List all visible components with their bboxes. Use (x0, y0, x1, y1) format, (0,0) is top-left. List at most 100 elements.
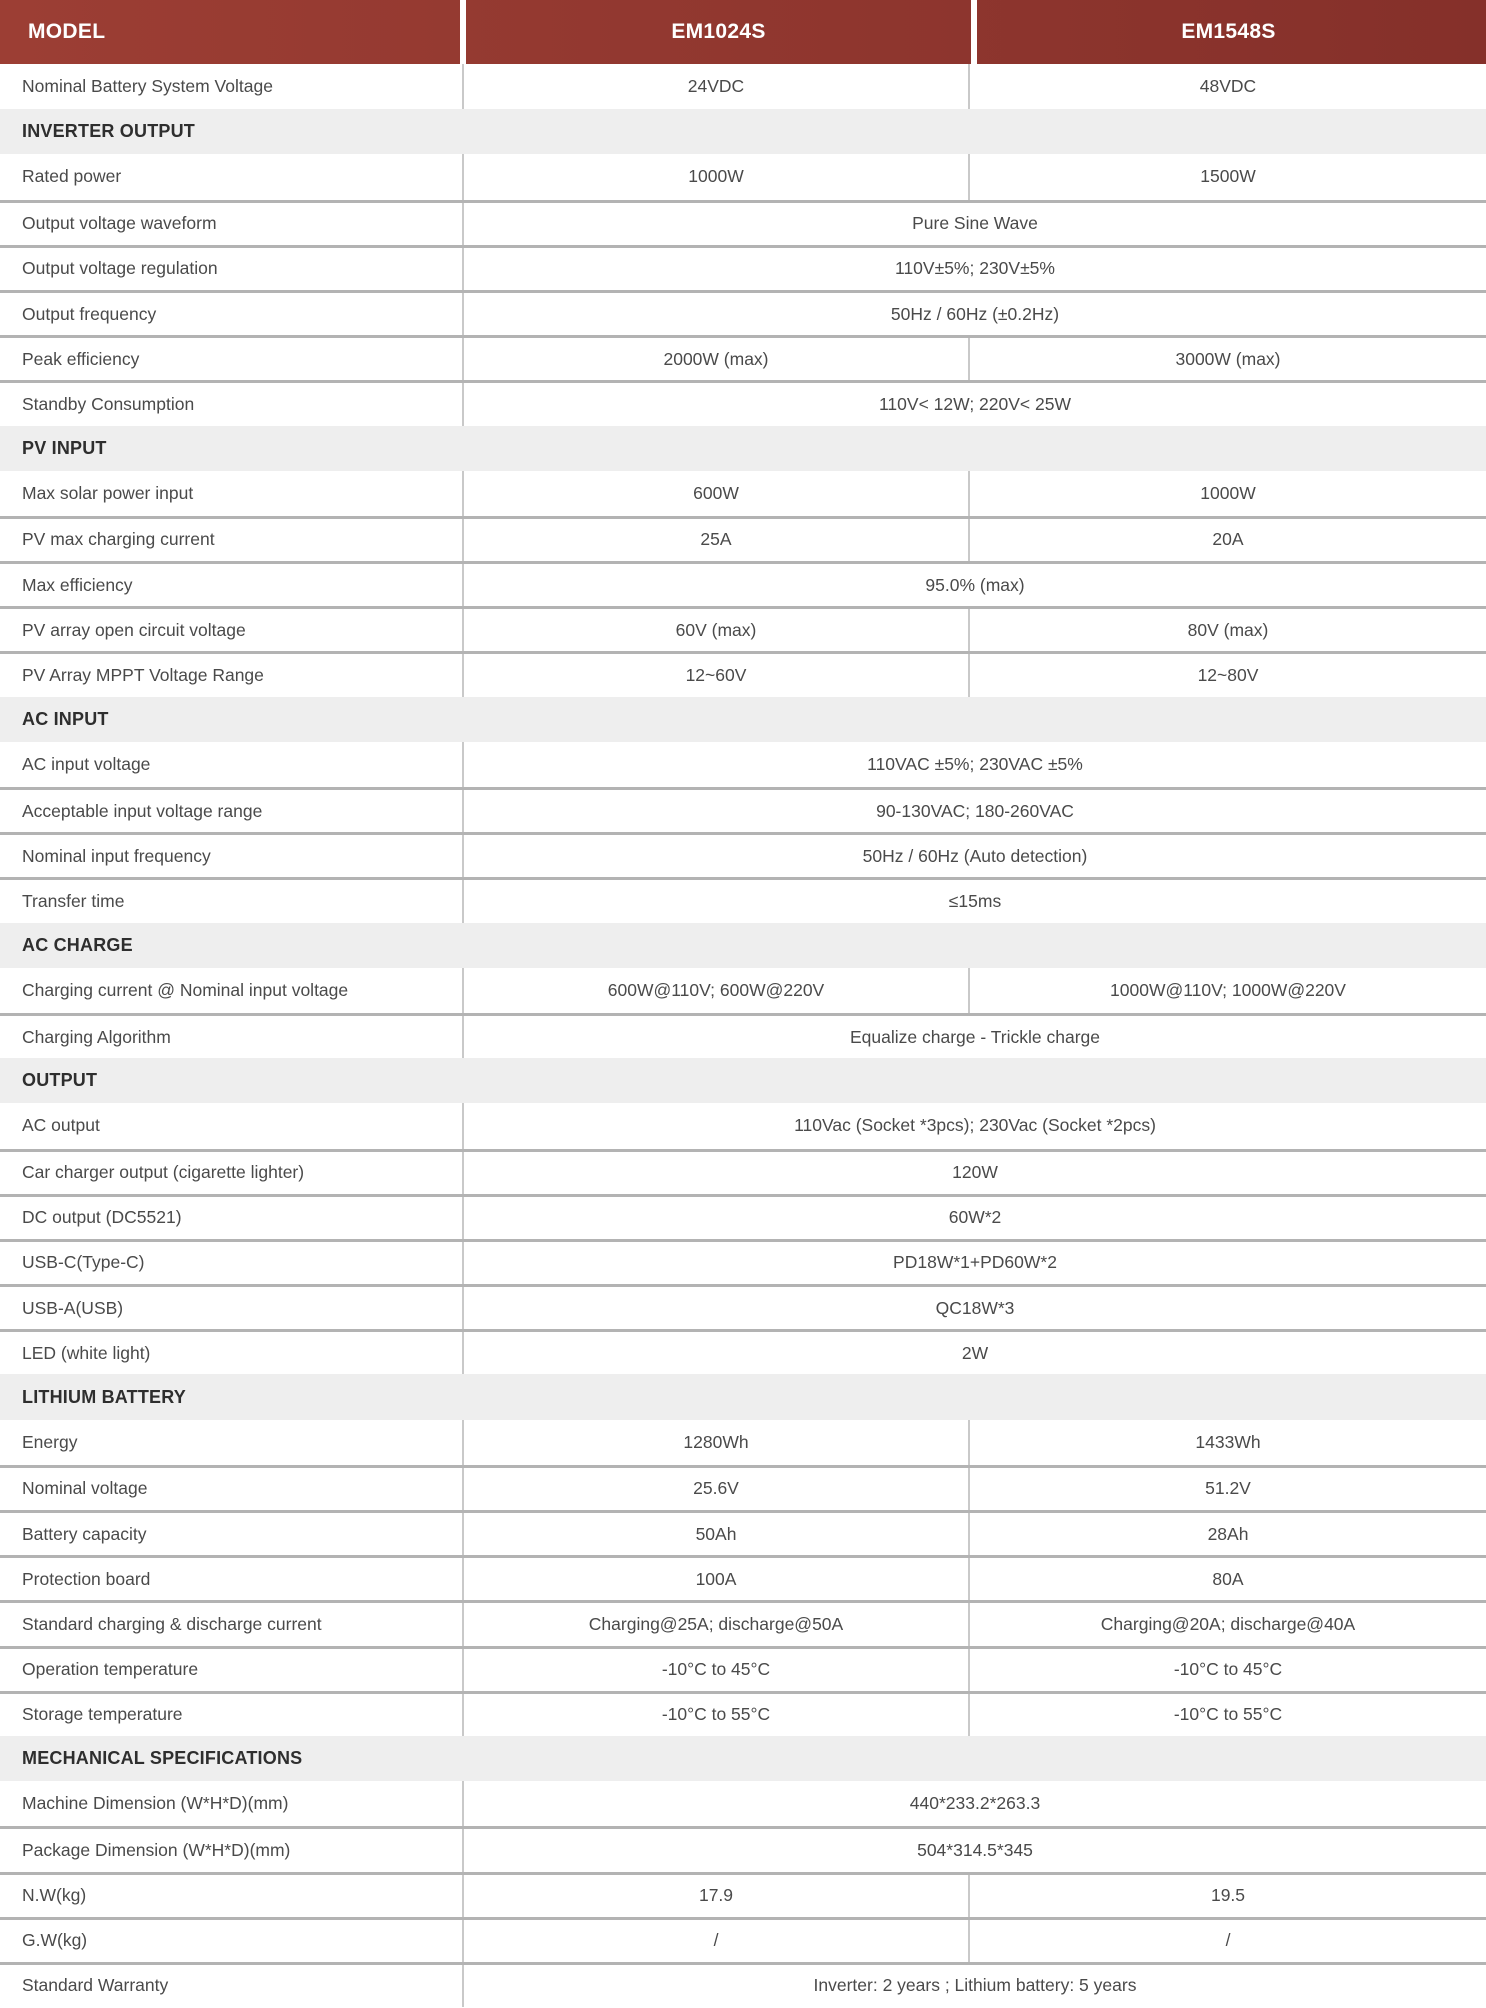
spec-label: Charging current @ Nominal input voltage (22, 979, 349, 1000)
spec-row: N.W(kg) 17.9 19.5 (0, 1871, 1486, 1917)
section-title: INVERTER OUTPUT (22, 121, 196, 142)
spec-value-em1548s: Charging@20A; discharge@40A (968, 1603, 1486, 1646)
spec-value-em1024s: 25.6V (462, 1467, 968, 1510)
spec-value-em1548s: 3000W (max) (968, 338, 1486, 381)
spec-row: Storage temperature -10°C to 55°C -10°C to… (0, 1690, 1486, 1736)
spec-value-em1548s: 12~80V (968, 654, 1486, 697)
section-title: MECHANICAL SPECIFICATIONS (22, 1748, 303, 1769)
spec-label: USB-A(USB) (22, 1297, 124, 1318)
spec-value-em1548s: 80A (968, 1558, 1486, 1601)
section-header-row: PV INPUT (0, 425, 1486, 471)
spec-row: Peak efficiency 2000W (max) 3000W (max) (0, 335, 1486, 381)
spec-label: Protection board (22, 1568, 151, 1589)
spec-row: Protection board 100A 80A (0, 1555, 1486, 1601)
section-title: AC CHARGE (22, 934, 133, 955)
spec-label: Car charger output (cigarette lighter) (22, 1162, 305, 1183)
spec-value-em1548s: 1000W@110V; 1000W@220V (968, 967, 1486, 1013)
spec-value-em1548s: 19.5 (968, 1874, 1486, 1917)
spec-value-em1548s: 1433Wh (968, 1419, 1486, 1465)
spec-value-em1548s: 80V (max) (968, 609, 1486, 652)
spec-row: PV max charging current 25A 20A (0, 515, 1486, 562)
spec-label: Charging Algorithm (22, 1026, 171, 1047)
section-header-row: AC INPUT (0, 696, 1486, 742)
spec-row: Package Dimension (W*H*D)(mm) 504*314.5*3… (0, 1826, 1486, 1872)
spec-row: DC output (DC5521) 60W*2 (0, 1193, 1486, 1239)
spec-value-em1024s: / (462, 1919, 968, 1962)
spec-label: Nominal Battery System Voltage (22, 76, 273, 97)
spec-label: Output voltage waveform (22, 213, 217, 234)
spec-label: Acceptable input voltage range (22, 800, 263, 821)
spec-value-both-models: QC18W*3 (462, 1287, 1486, 1330)
spec-value-both-models: 120W (462, 1151, 1486, 1194)
section-header-row: INVERTER OUTPUT (0, 109, 1486, 155)
spec-value-both-models: 50Hz / 60Hz (±0.2Hz) (462, 292, 1486, 336)
spec-label: AC input voltage (22, 753, 151, 774)
section-title: AC INPUT (22, 708, 109, 729)
section-title: PV INPUT (22, 437, 107, 458)
spec-label: PV array open circuit voltage (22, 619, 246, 640)
spec-row: Nominal input frequency 50Hz / 60Hz (Auto… (0, 832, 1486, 878)
spec-value-em1548s: 48VDC (968, 64, 1486, 110)
spec-value-both-models: 90-130VAC; 180-260VAC (462, 790, 1486, 833)
spec-row: Energy 1280Wh 1433Wh (0, 1419, 1486, 1465)
spec-value-both-models: PD18W*1+PD60W*2 (462, 1241, 1486, 1285)
spec-value-both-models: 110V±5%; 230V±5% (462, 247, 1486, 290)
spec-label: Package Dimension (W*H*D)(mm) (22, 1839, 291, 1860)
spec-value-both-models: 110Vac (Socket *3pcs); 230Vac (Socket *2… (462, 1103, 1486, 1149)
spec-row: Nominal Battery System Voltage 24VDC 48VDC (0, 64, 1486, 110)
spec-row: USB-C(Type-C) PD18W*1+PD60W*2 (0, 1238, 1486, 1285)
table-body: Nominal Battery System Voltage 24VDC 48VDC… (0, 64, 1486, 2008)
spec-value-em1024s: 50Ah (462, 1513, 968, 1556)
spec-value-em1548s: 20A (968, 518, 1486, 562)
spec-value-em1024s: Charging@25A; discharge@50A (462, 1603, 968, 1646)
spec-label: Battery capacity (22, 1523, 147, 1544)
spec-label: USB-C(Type-C) (22, 1252, 145, 1273)
spec-label: PV Array MPPT Voltage Range (22, 665, 264, 686)
spec-value-em1024s: 60V (max) (462, 609, 968, 652)
spec-row: AC output 110Vac (Socket *3pcs); 230Vac (… (0, 1103, 1486, 1149)
spec-row: Operation temperature -10°C to 45°C -10°C … (0, 1645, 1486, 1691)
spec-row: Max solar power input 600W 1000W (0, 470, 1486, 516)
spec-row: Output frequency 50Hz / 60Hz (±0.2Hz) (0, 289, 1486, 336)
spec-value-em1548s: 1000W (968, 470, 1486, 516)
table-header-row: MODEL EM1024S EM1548S (0, 0, 1486, 64)
spec-row: Car charger output (cigarette lighter) 12… (0, 1148, 1486, 1194)
spec-label: Max solar power input (22, 482, 194, 503)
spec-label: N.W(kg) (22, 1885, 87, 1906)
spec-label: Output voltage regulation (22, 258, 218, 279)
spec-label: Storage temperature (22, 1704, 183, 1725)
spec-label: Standby Consumption (22, 393, 195, 414)
spec-value-both-models: 440*233.2*263.3 (462, 1781, 1486, 1827)
header-column-gap (460, 0, 466, 64)
spec-row: Battery capacity 50Ah 28Ah (0, 1510, 1486, 1556)
spec-row: Rated power 1000W 1500W (0, 154, 1486, 200)
spec-value-em1024s: 17.9 (462, 1874, 968, 1917)
spec-value-em1024s: 600W@110V; 600W@220V (462, 967, 968, 1013)
spec-value-em1548s: 28Ah (968, 1513, 1486, 1556)
spec-label: Peak efficiency (22, 348, 140, 369)
spec-label: PV max charging current (22, 529, 215, 550)
header-cell-em1548s: EM1548S (1181, 20, 1276, 43)
spec-value-both-models: 110V< 12W; 220V< 25W (462, 383, 1486, 426)
spec-row: Max efficiency 95.0% (max) (0, 561, 1486, 607)
spec-value-both-models: 60W*2 (462, 1196, 1486, 1239)
spec-label: Rated power (22, 166, 122, 187)
spec-row: USB-A(USB) QC18W*3 (0, 1284, 1486, 1330)
spec-label: Machine Dimension (W*H*D)(mm) (22, 1793, 289, 1814)
spec-value-both-models: 2W (462, 1332, 1486, 1375)
spec-label: G.W(kg) (22, 1930, 88, 1951)
spec-row: Machine Dimension (W*H*D)(mm) 440*233.2*2… (0, 1781, 1486, 1827)
spec-value-em1024s: 24VDC (462, 64, 968, 110)
spec-label: DC output (DC5521) (22, 1207, 182, 1228)
spec-value-both-models: ≤15ms (462, 880, 1486, 923)
section-title: OUTPUT (22, 1070, 98, 1091)
spec-row: Charging current @ Nominal input voltage… (0, 967, 1486, 1013)
spec-row: Standard charging & discharge current Cha… (0, 1600, 1486, 1646)
spec-value-em1024s: 100A (462, 1558, 968, 1601)
spec-value-both-models: 504*314.5*345 (462, 1829, 1486, 1872)
spec-value-em1548s: 1500W (968, 154, 1486, 200)
spec-row: Output voltage regulation 110V±5%; 230V±5… (0, 244, 1486, 290)
section-header-row: AC CHARGE (0, 922, 1486, 968)
spec-label: Operation temperature (22, 1659, 199, 1680)
spec-value-both-models: Inverter: 2 years ; Lithium battery: 5 y… (462, 1964, 1486, 2008)
